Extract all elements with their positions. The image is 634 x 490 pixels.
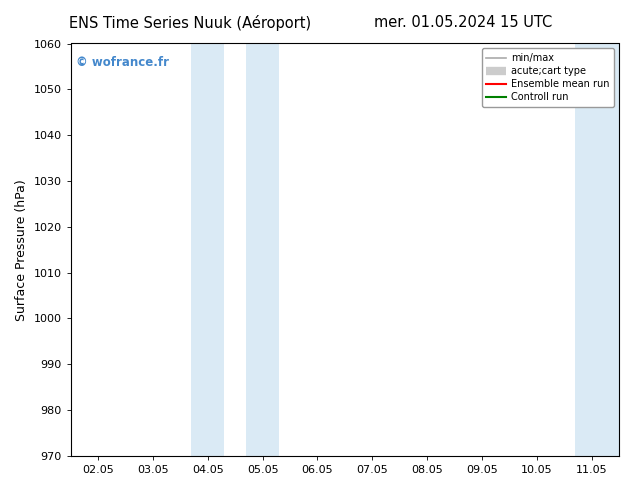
Bar <box>191 44 224 456</box>
Y-axis label: Surface Pressure (hPa): Surface Pressure (hPa) <box>15 179 28 320</box>
Bar <box>575 44 602 456</box>
Legend: min/max, acute;cart type, Ensemble mean run, Controll run: min/max, acute;cart type, Ensemble mean … <box>482 49 614 107</box>
Text: mer. 01.05.2024 15 UTC: mer. 01.05.2024 15 UTC <box>373 15 552 30</box>
Bar <box>246 44 279 456</box>
Bar <box>602 44 619 456</box>
Text: ENS Time Series Nuuk (Aéroport): ENS Time Series Nuuk (Aéroport) <box>69 15 311 31</box>
Text: © wofrance.fr: © wofrance.fr <box>76 56 169 69</box>
